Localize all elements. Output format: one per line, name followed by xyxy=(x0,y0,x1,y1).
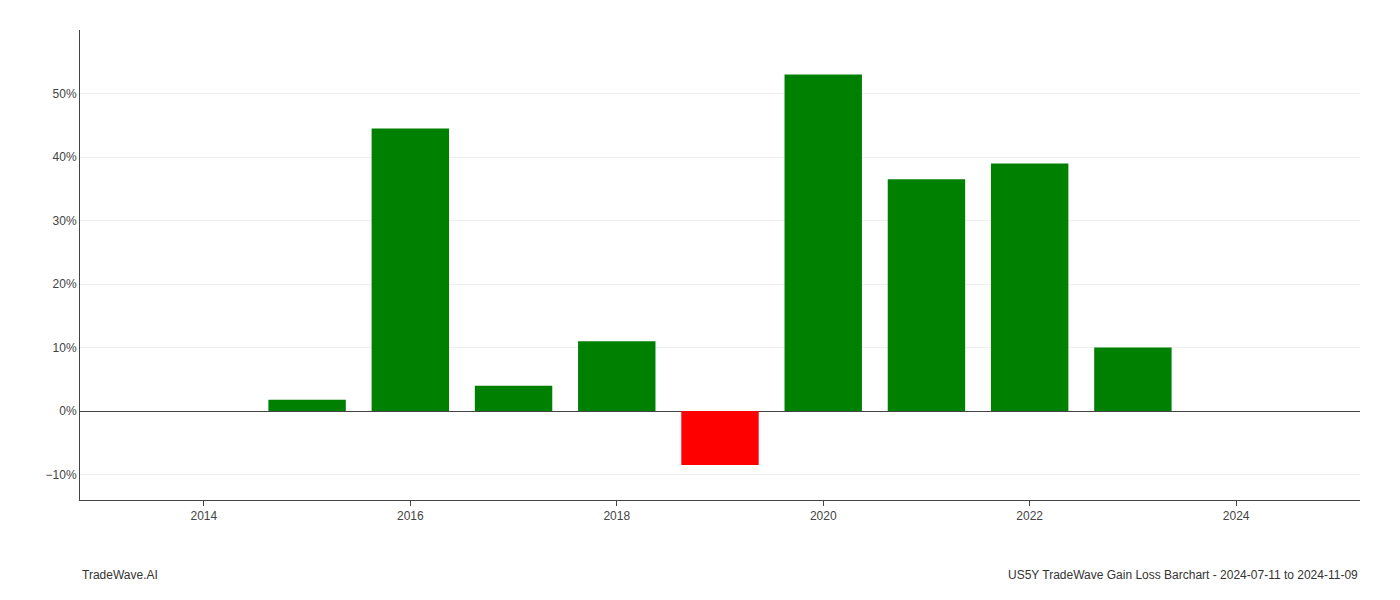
svg-text:10%: 10% xyxy=(53,341,77,355)
svg-text:40%: 40% xyxy=(53,150,77,164)
svg-text:2014: 2014 xyxy=(191,509,218,523)
svg-text:0%: 0% xyxy=(59,404,77,418)
svg-text:30%: 30% xyxy=(53,214,77,228)
svg-text:2022: 2022 xyxy=(1016,509,1043,523)
svg-text:2024: 2024 xyxy=(1223,509,1250,523)
svg-text:50%: 50% xyxy=(53,87,77,101)
svg-text:2016: 2016 xyxy=(397,509,424,523)
svg-text:−10%: −10% xyxy=(46,468,77,482)
svg-text:2018: 2018 xyxy=(603,509,630,523)
svg-text:2020: 2020 xyxy=(810,509,837,523)
svg-text:TradeWave.AI: TradeWave.AI xyxy=(82,568,158,582)
svg-text:US5Y TradeWave Gain Loss Barch: US5Y TradeWave Gain Loss Barchart - 2024… xyxy=(1008,568,1358,582)
svg-text:20%: 20% xyxy=(53,277,77,291)
